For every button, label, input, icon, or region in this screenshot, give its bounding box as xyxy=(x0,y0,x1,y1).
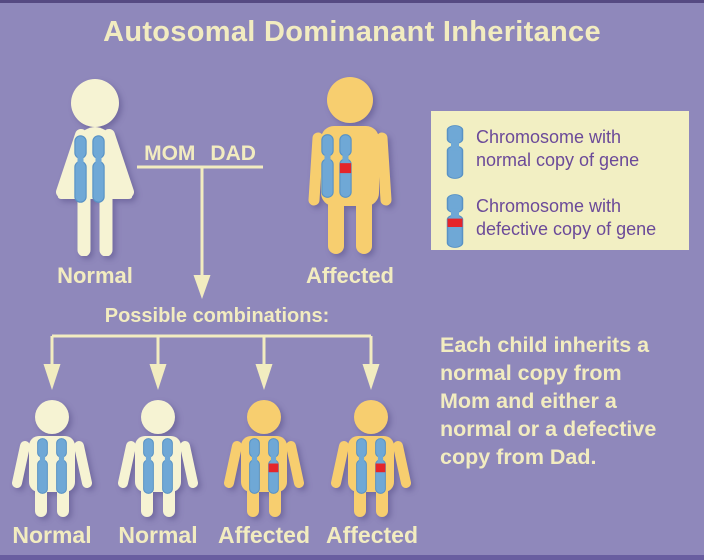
bottom-border-strip xyxy=(0,555,704,560)
chromosome-icon xyxy=(161,438,174,494)
chromosome-normal-icon xyxy=(248,438,261,494)
diagram-title: Autosomal Dominanant Inheritance xyxy=(103,16,601,48)
chromosome-normal-icon xyxy=(445,125,465,179)
legend-item-defective: Chromosome with defective copy of gene xyxy=(476,196,657,239)
chromosome-defective-icon xyxy=(338,134,353,198)
chromosome-normal-icon xyxy=(91,135,106,203)
chromosome-normal-icon xyxy=(142,438,155,494)
child-label-3: Affected xyxy=(217,522,310,548)
chromosome-normal-icon xyxy=(73,135,88,203)
child-silhouette xyxy=(216,399,312,521)
possible-combinations-heading: Possible combinations: xyxy=(104,305,330,327)
chromosome-defective-icon xyxy=(267,438,280,494)
child-figure-1 xyxy=(4,399,100,521)
child-silhouette xyxy=(110,399,206,521)
child-silhouette xyxy=(323,399,419,521)
child-label-2: Normal xyxy=(118,522,198,548)
legend-item-normal: Chromosome with normal copy of gene xyxy=(476,127,640,170)
child-label-1: Normal xyxy=(12,522,92,548)
mother-status-label: Normal xyxy=(57,263,133,288)
father-figure-group xyxy=(288,76,412,256)
chromosome-defective-icon xyxy=(374,438,387,494)
parents-heading: MOM DAD xyxy=(130,142,270,166)
top-border-strip xyxy=(0,0,704,3)
child-figure-3 xyxy=(216,399,312,521)
mother-figure-group xyxy=(40,78,150,256)
child-label-4: Affected xyxy=(325,522,418,548)
child-figure-4 xyxy=(323,399,419,521)
chromosome-normal-icon xyxy=(320,134,335,198)
mom-heading: MOM xyxy=(144,142,196,165)
dad-heading: DAD xyxy=(210,142,256,165)
chromosome-normal-icon xyxy=(355,438,368,494)
child-silhouette xyxy=(4,399,100,521)
child-figure-2 xyxy=(110,399,206,521)
inheritance-note: Each child inherits a normal copy from M… xyxy=(440,333,657,469)
chromosome-icon xyxy=(55,438,68,494)
legend-panel: Chromosome with normal copy of gene Chro… xyxy=(431,111,689,250)
father-status-label: Affected xyxy=(305,263,394,288)
chromosome-defective-icon xyxy=(445,194,465,248)
chromosome-normal-icon xyxy=(36,438,49,494)
